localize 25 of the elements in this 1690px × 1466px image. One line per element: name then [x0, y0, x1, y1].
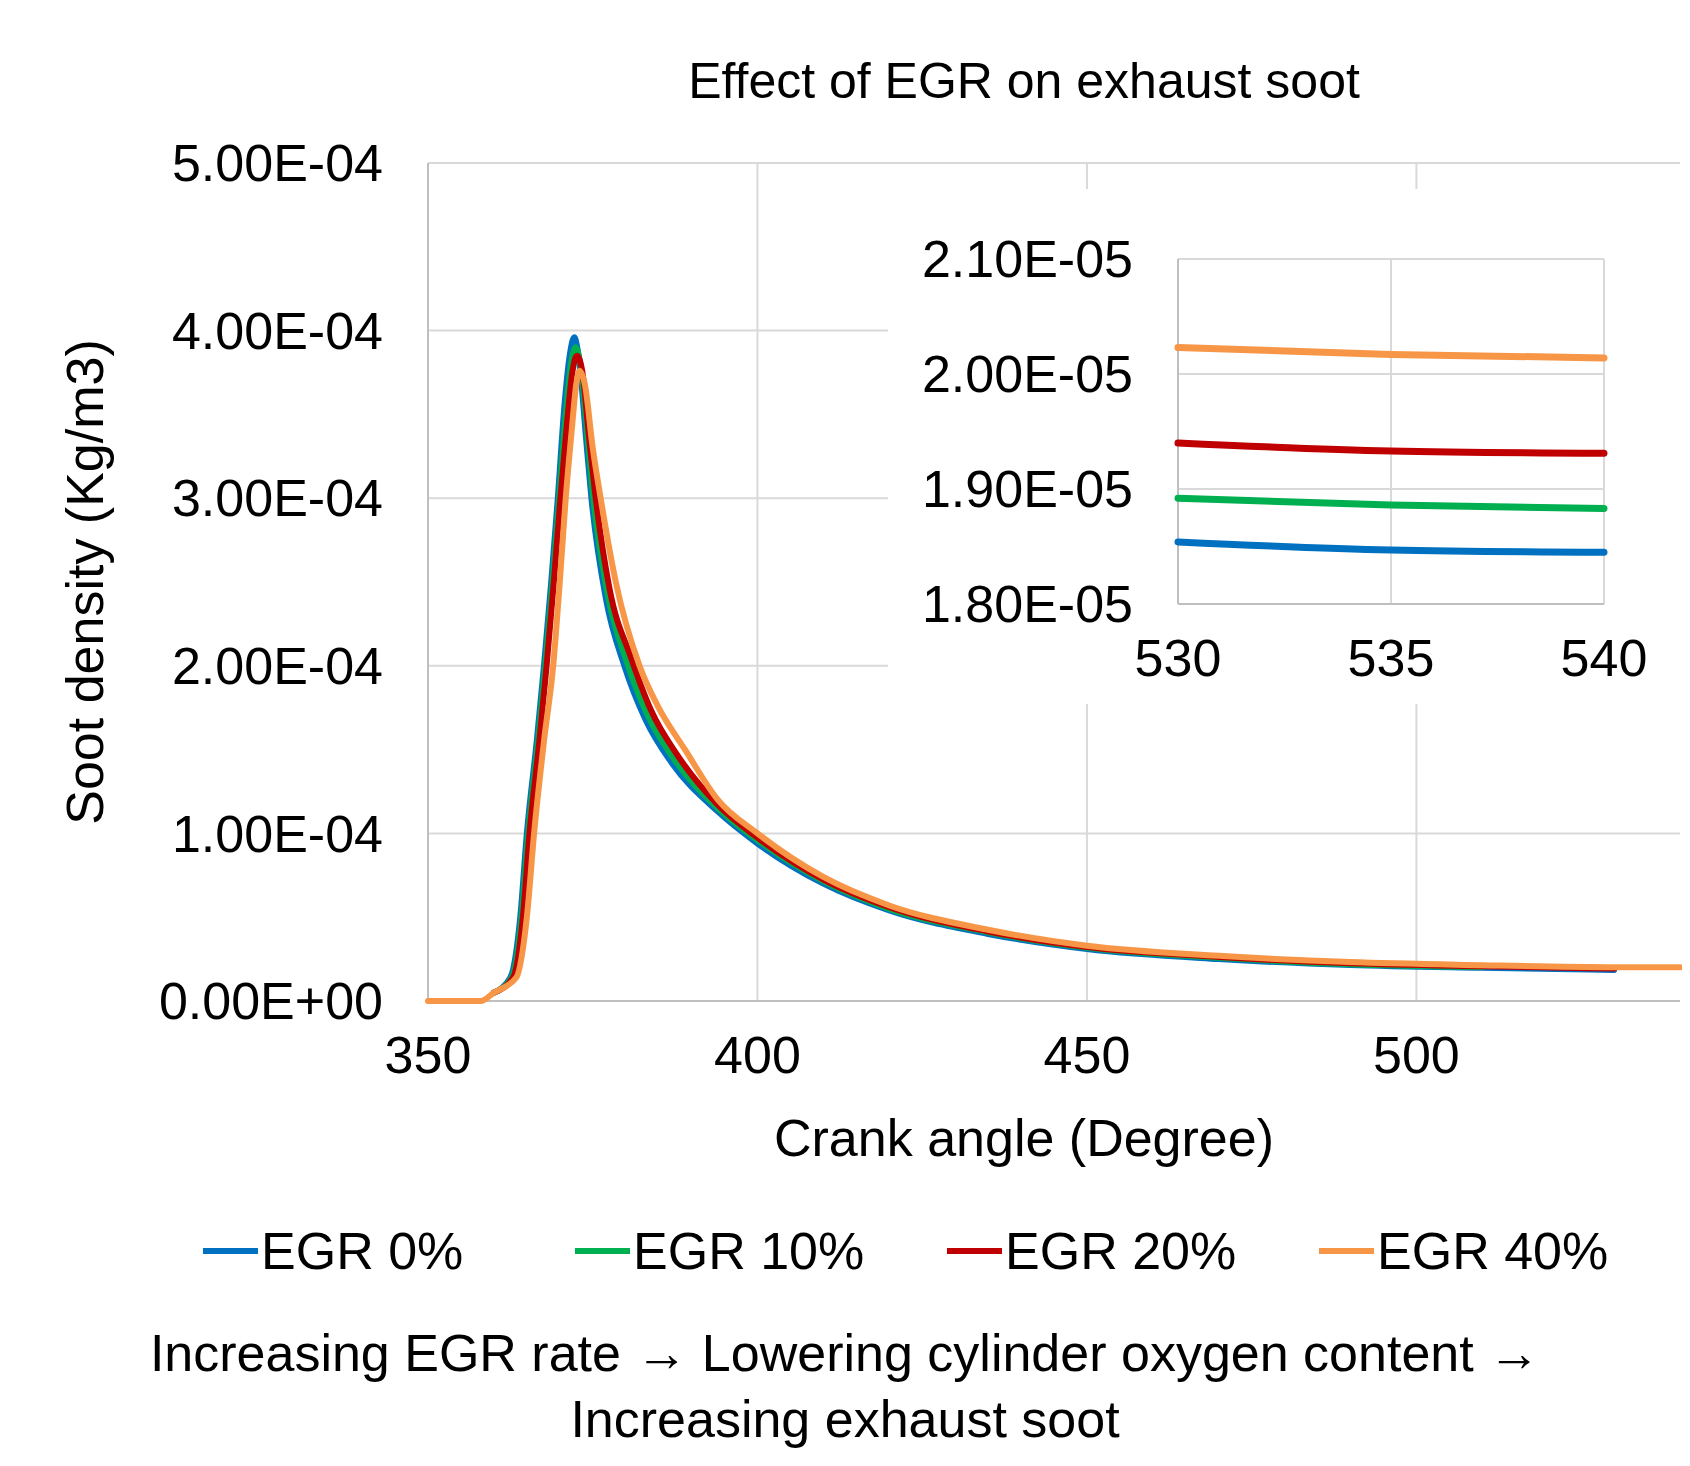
x-tick-label: 350	[384, 1026, 472, 1084]
y-tick-label: 3.00E-04	[171, 469, 383, 528]
y-tick-label: 2.00E-05	[921, 345, 1133, 404]
y-tick-label: 1.90E-05	[921, 460, 1133, 519]
y-tick-label: 2.10E-05	[921, 230, 1133, 289]
y-axis-title: Soot density (Kg/m3)	[56, 339, 114, 825]
y-tick-label: 5.00E-04	[171, 134, 383, 193]
x-tick-label: 500	[1373, 1026, 1460, 1084]
chart-title: Effect of EGR on exhaust soot	[688, 53, 1360, 109]
legend-label: EGR 10%	[633, 1222, 865, 1281]
y-tick-label: 1.80E-05	[921, 575, 1133, 634]
x-tick-label: 450	[1043, 1026, 1131, 1084]
legend-label: EGR 0%	[261, 1222, 464, 1281]
legend-label: EGR 20%	[1005, 1222, 1237, 1281]
x-tick-label: 540	[1560, 629, 1648, 687]
y-tick-label: 2.00E-04	[171, 637, 383, 695]
x-tick-label: 530	[1134, 629, 1222, 687]
x-tick-label: 535	[1347, 629, 1435, 687]
legend-label: EGR 40%	[1377, 1222, 1609, 1281]
x-axis-title: Crank angle (Degree)	[773, 1109, 1275, 1167]
text: Increasing EGR rate → Lowering cylinder oxygen content → Increasing exhaust soot	[149, 1324, 1541, 1448]
x-tick-label: 400	[714, 1026, 801, 1084]
y-tick-label: 1.00E-04	[171, 804, 383, 863]
y-tick-label: 4.00E-04	[171, 301, 383, 360]
y-tick-label: 0.00E+00	[158, 972, 383, 1031]
